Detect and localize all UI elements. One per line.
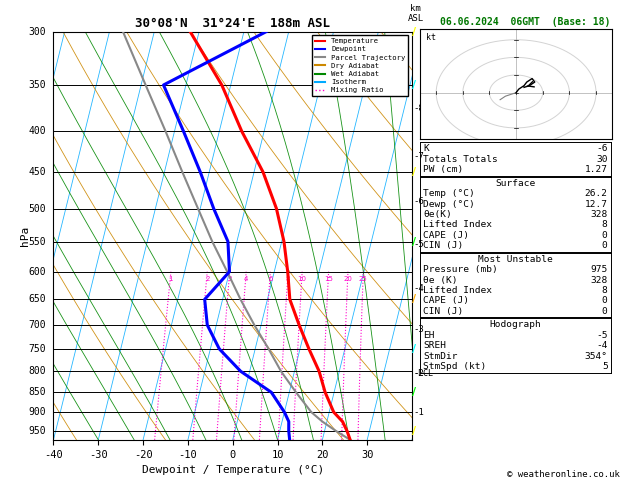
- Text: 8: 8: [286, 276, 291, 282]
- Text: -4: -4: [596, 341, 608, 350]
- Text: 8: 8: [602, 220, 608, 229]
- Text: CAPE (J): CAPE (J): [423, 296, 469, 306]
- Text: Most Unstable: Most Unstable: [478, 255, 553, 264]
- Text: 20: 20: [343, 276, 352, 282]
- Text: 0: 0: [602, 241, 608, 250]
- Text: /: /: [412, 426, 416, 436]
- Text: -LCL: -LCL: [414, 369, 434, 378]
- Text: 800: 800: [29, 366, 47, 376]
- Text: -6: -6: [414, 197, 425, 206]
- Text: 350: 350: [29, 80, 47, 90]
- Text: 354°: 354°: [584, 351, 608, 361]
- Text: 328: 328: [591, 276, 608, 285]
- Text: 328: 328: [591, 210, 608, 219]
- Text: -1: -1: [414, 408, 425, 417]
- Text: 6: 6: [268, 276, 272, 282]
- Text: 8: 8: [602, 286, 608, 295]
- Text: 30: 30: [596, 155, 608, 164]
- Text: -5: -5: [414, 240, 425, 249]
- X-axis label: Dewpoint / Temperature (°C): Dewpoint / Temperature (°C): [142, 465, 324, 475]
- Text: /: /: [412, 387, 416, 398]
- Text: Surface: Surface: [496, 179, 535, 188]
- Text: 450: 450: [29, 167, 47, 177]
- Text: -7: -7: [414, 152, 425, 161]
- Text: Hodograph: Hodograph: [489, 320, 542, 330]
- Text: -2: -2: [414, 369, 425, 378]
- Text: 1: 1: [169, 276, 173, 282]
- Text: 975: 975: [591, 265, 608, 274]
- Text: 4: 4: [244, 276, 248, 282]
- Text: kt: kt: [425, 33, 435, 42]
- Text: Lifted Index: Lifted Index: [423, 286, 493, 295]
- Text: StmSpd (kt): StmSpd (kt): [423, 362, 487, 371]
- Text: Pressure (mb): Pressure (mb): [423, 265, 498, 274]
- Text: 3: 3: [228, 276, 232, 282]
- Text: CAPE (J): CAPE (J): [423, 231, 469, 240]
- Text: /: /: [412, 167, 416, 177]
- Text: 0: 0: [602, 296, 608, 306]
- Text: 750: 750: [29, 344, 47, 354]
- Text: 12.7: 12.7: [584, 199, 608, 208]
- Text: SREH: SREH: [423, 341, 447, 350]
- Text: 300: 300: [29, 27, 47, 36]
- Text: 550: 550: [29, 237, 47, 246]
- Text: 900: 900: [29, 407, 47, 417]
- Text: hPa: hPa: [19, 226, 30, 246]
- Text: /: /: [412, 344, 416, 354]
- Text: -4: -4: [414, 284, 425, 293]
- Text: Lifted Index: Lifted Index: [423, 220, 493, 229]
- Text: 0: 0: [602, 307, 608, 316]
- Text: 650: 650: [29, 295, 47, 304]
- Text: K: K: [423, 144, 429, 154]
- Text: Totals Totals: Totals Totals: [423, 155, 498, 164]
- Text: StmDir: StmDir: [423, 351, 458, 361]
- Text: PW (cm): PW (cm): [423, 165, 464, 174]
- Text: EH: EH: [423, 330, 435, 340]
- Text: /: /: [412, 27, 416, 36]
- Text: 25: 25: [359, 276, 368, 282]
- Text: 26.2: 26.2: [584, 189, 608, 198]
- Text: 600: 600: [29, 267, 47, 277]
- Text: © weatheronline.co.uk: © weatheronline.co.uk: [507, 469, 620, 479]
- Text: 15: 15: [324, 276, 333, 282]
- Text: 700: 700: [29, 320, 47, 330]
- Text: 950: 950: [29, 426, 47, 436]
- Text: km
ASL: km ASL: [408, 4, 424, 23]
- Text: -8: -8: [414, 104, 425, 113]
- Text: -5: -5: [596, 330, 608, 340]
- Text: θe (K): θe (K): [423, 276, 458, 285]
- Text: CIN (J): CIN (J): [423, 307, 464, 316]
- Text: CIN (J): CIN (J): [423, 241, 464, 250]
- Text: /: /: [412, 295, 416, 304]
- Text: 1.27: 1.27: [584, 165, 608, 174]
- Text: 850: 850: [29, 387, 47, 398]
- Text: /: /: [412, 237, 416, 246]
- Text: /: /: [412, 80, 416, 90]
- Text: Dewp (°C): Dewp (°C): [423, 199, 475, 208]
- Text: 0: 0: [602, 231, 608, 240]
- Text: Temp (°C): Temp (°C): [423, 189, 475, 198]
- Text: 10: 10: [298, 276, 307, 282]
- Text: 400: 400: [29, 126, 47, 136]
- Text: -6: -6: [596, 144, 608, 154]
- Text: 2: 2: [205, 276, 209, 282]
- Text: 06.06.2024  06GMT  (Base: 18): 06.06.2024 06GMT (Base: 18): [440, 17, 610, 27]
- Text: 500: 500: [29, 204, 47, 213]
- Title: 30°08'N  31°24'E  188m ASL: 30°08'N 31°24'E 188m ASL: [135, 17, 330, 31]
- Text: -3: -3: [414, 326, 425, 334]
- Text: 5: 5: [602, 362, 608, 371]
- Legend: Temperature, Dewpoint, Parcel Trajectory, Dry Adiabat, Wet Adiabat, Isotherm, Mi: Temperature, Dewpoint, Parcel Trajectory…: [311, 35, 408, 96]
- Text: θe(K): θe(K): [423, 210, 452, 219]
